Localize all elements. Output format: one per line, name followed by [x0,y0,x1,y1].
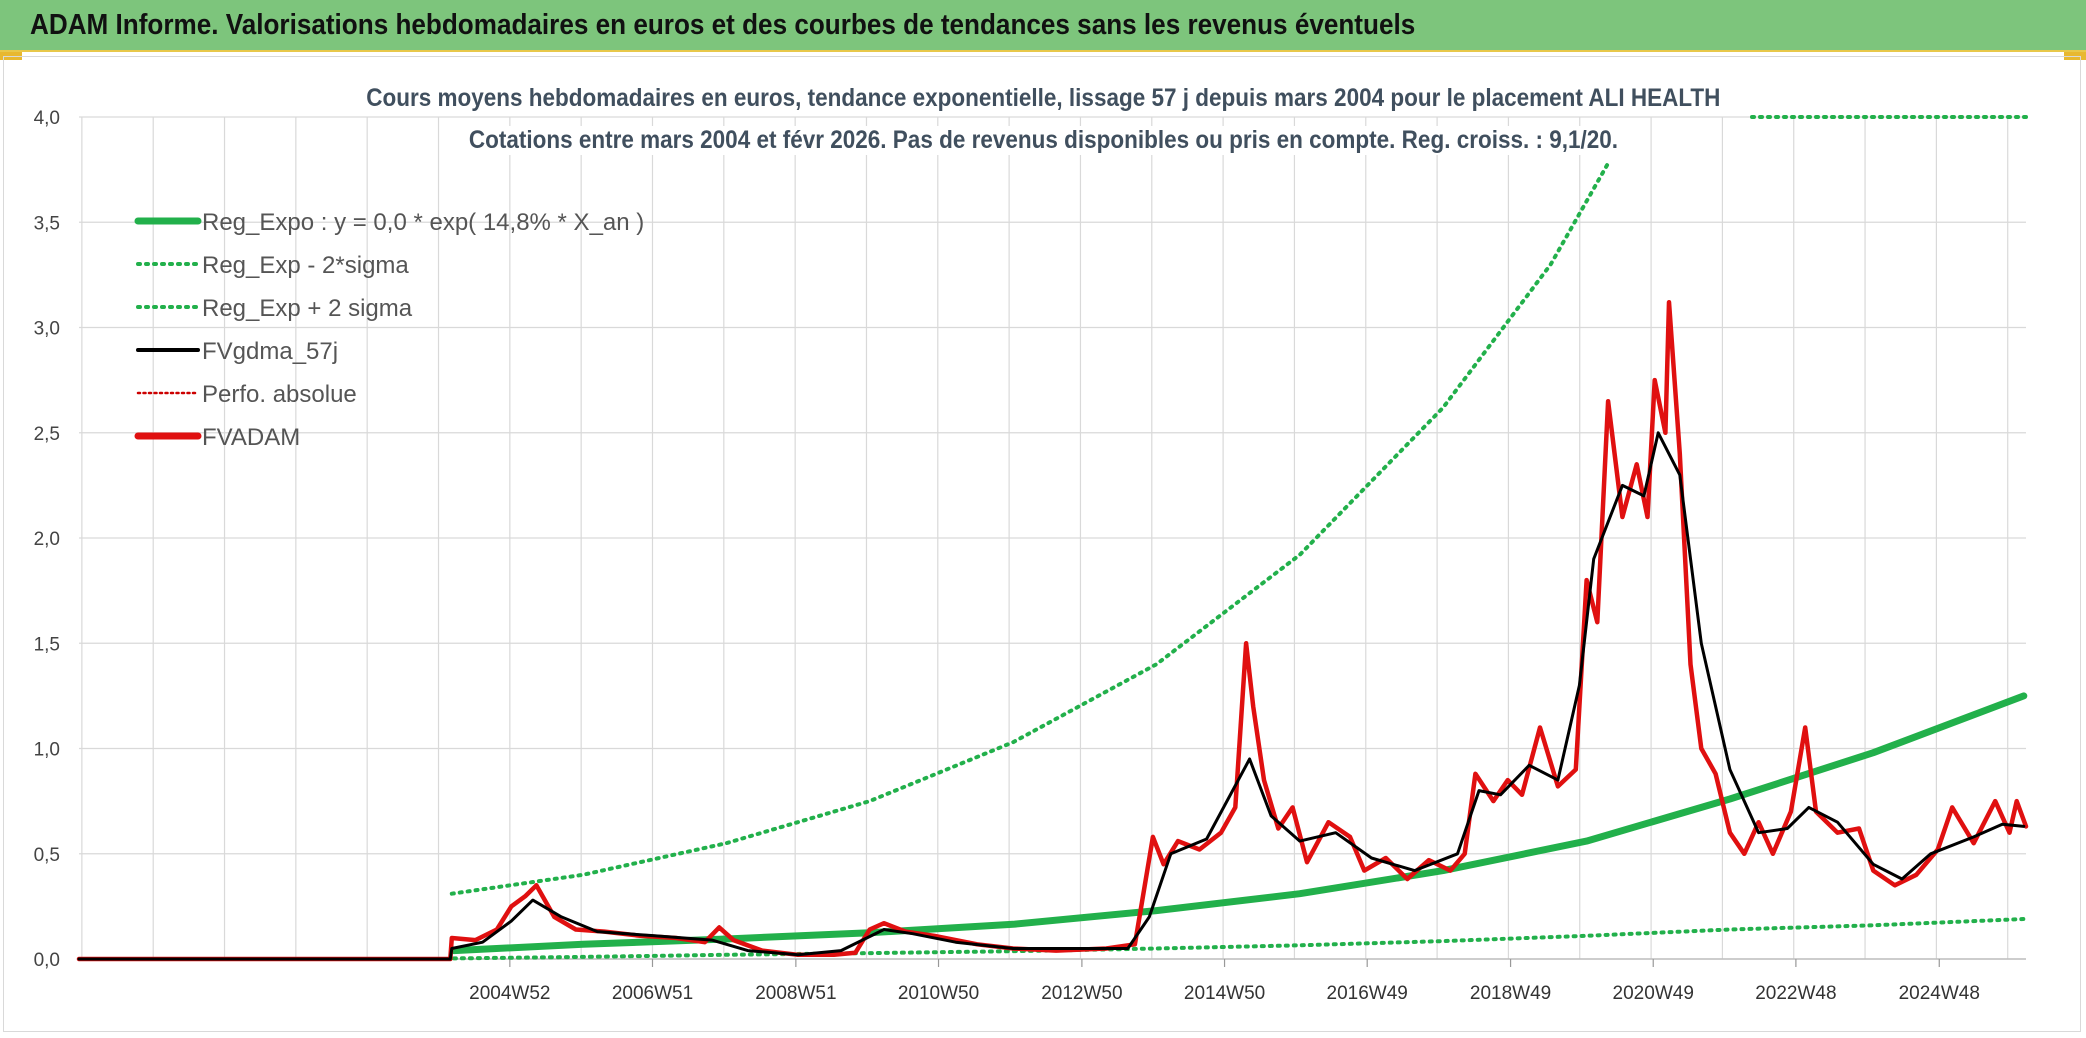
legend-label: FVgdma_57j [202,338,338,365]
x-tick-label: 2012W50 [1041,983,1122,1004]
y-tick-label: 2,5 [34,424,60,445]
chart-subtitle: Cotations entre mars 2004 et févr 2026. … [0,126,2086,155]
y-tick-label: 2,0 [34,529,60,550]
y-axis-ticks: 0,0 0,5 1,0 1,5 2,0 2,5 3,0 3,5 4,0 [34,108,60,971]
y-tick-label: 3,5 [34,213,60,234]
x-tick-label: 2008W51 [755,983,836,1004]
x-tick-label: 2010W50 [898,983,979,1004]
legend-label: Reg_Exp + 2 sigma [202,295,413,322]
series-line-2 [449,161,1611,896]
legend-label: Perfo. absolue [202,381,357,408]
x-tick-label: 2006W51 [612,983,693,1004]
legend-label: FVADAM [202,424,300,451]
grid [79,116,2026,960]
x-tick-label: 2016W49 [1327,983,1408,1004]
legend-label: Reg_Exp - 2*sigma [202,252,409,279]
y-tick-label: 4,0 [34,108,60,129]
header-banner: ADAM Informe. Valorisations hebdomadaire… [0,0,2086,52]
series-line-1 [451,917,2026,961]
chart-title: Cours moyens hebdomadaires en euros, ten… [0,84,2086,113]
series-line-5 [76,299,2029,962]
y-tick-label: 1,0 [34,740,60,761]
x-tick-label: 2004W52 [469,983,550,1004]
legend-label: Reg_Expo : y = 0,0 * exp( 14,8% * X_an ) [202,209,644,236]
chart-frame [3,56,2081,1032]
series-lines [76,115,2029,962]
x-tick-label: 2018W49 [1470,983,1551,1004]
y-tick-label: 0,5 [34,845,60,866]
series-line-3 [77,431,2026,961]
x-axis-ticks: 2004W52 2006W51 2008W51 2010W50 2012W50 2014W… [469,959,1980,1004]
x-tick-label: 2024W48 [1899,983,1980,1004]
y-tick-label: 1,5 [34,634,60,655]
legend: Reg_Expo : y = 0,0 * exp( 14,8% * X_an )… [134,209,644,451]
x-tick-label: 2020W49 [1613,983,1694,1004]
page-title: ADAM Informe. Valorisations hebdomadaire… [30,9,1416,41]
x-tick-label: 2014W50 [1184,983,1265,1004]
x-tick-label: 2022W48 [1755,983,1836,1004]
y-tick-label: 0,0 [34,950,60,971]
y-tick-label: 3,0 [34,319,60,340]
